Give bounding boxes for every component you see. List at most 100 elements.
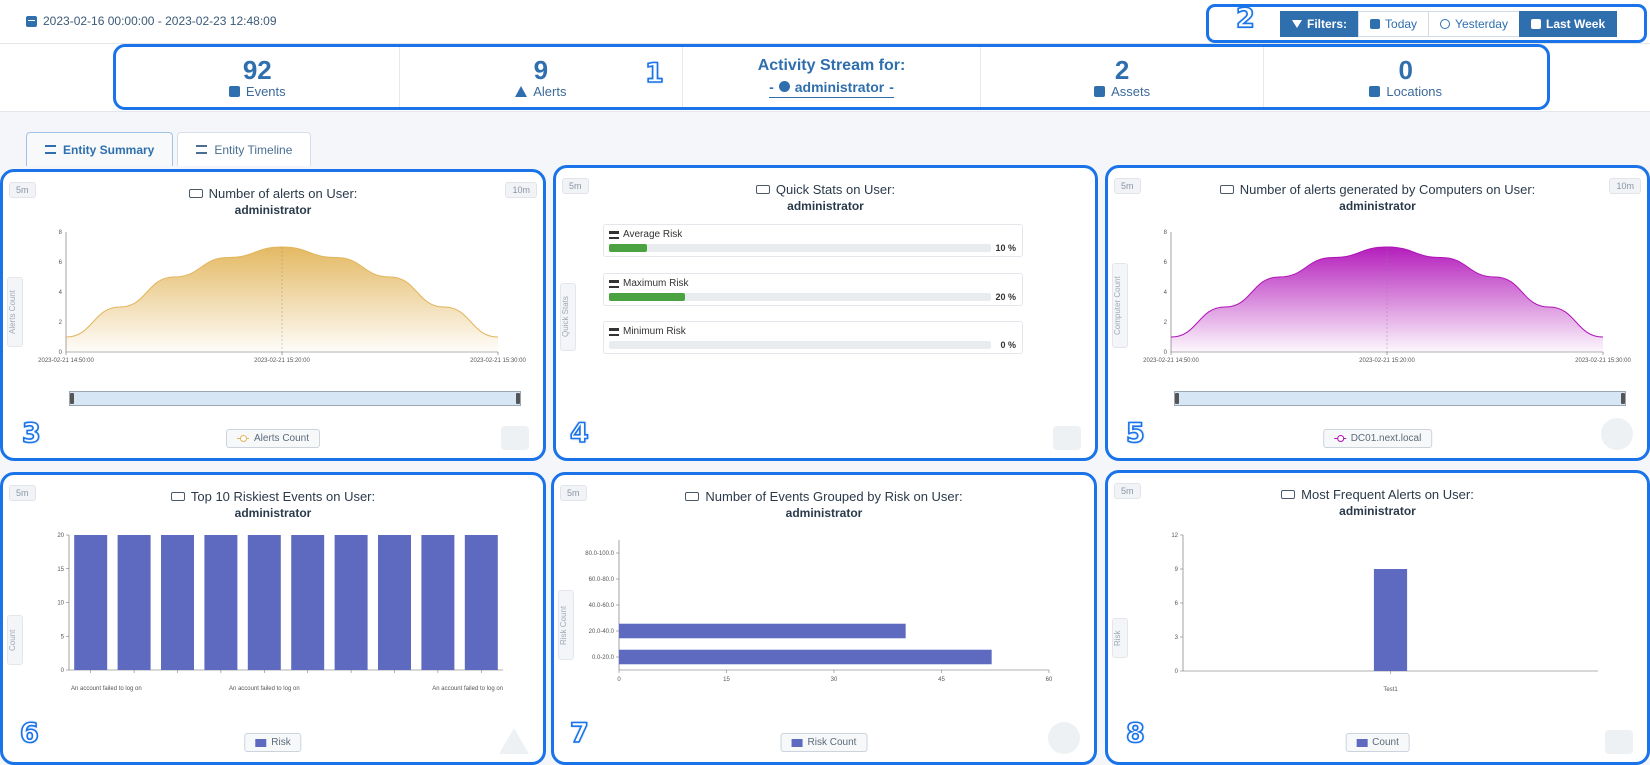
- riskiest-events-bar-chart: 0 5 10 15 20 An account failed to log on An ac…: [57, 533, 503, 692]
- alerts-area-chart: 0 2 4 6 8 2023-02-21 14:50:00 2023-02-21 15:20…: [38, 230, 526, 364]
- panel-frequent-alerts: 5m Most Frequent Alerts on User: adminis…: [1105, 470, 1650, 765]
- x-tick-label: An account failed to log on: [432, 686, 503, 692]
- y-tick-label: 0.0-20.0: [592, 655, 615, 661]
- stat-locations[interactable]: 0 Locations: [1264, 47, 1547, 107]
- risk-value: 10 %: [995, 243, 1016, 253]
- chart-icon: [170, 492, 185, 502]
- interval-5m-button[interactable]: 5m: [9, 182, 36, 198]
- chart-legend[interactable]: Alerts Count: [225, 429, 321, 448]
- interval-5m-button[interactable]: 5m: [1114, 483, 1141, 499]
- interval-10m-button[interactable]: 10m: [505, 182, 537, 198]
- tab-entity-timeline[interactable]: Entity Timeline: [177, 132, 312, 166]
- tab-entity-summary-label: Entity Summary: [63, 142, 155, 157]
- interval-5m-button[interactable]: 5m: [1114, 178, 1141, 194]
- y-tick-label: 9: [1175, 567, 1179, 573]
- chart-icon: [685, 492, 700, 502]
- chart-icon: [1281, 490, 1296, 500]
- side-axis-tab[interactable]: Quick Stats: [560, 283, 576, 351]
- bar: [619, 649, 992, 665]
- badge-3: 3: [21, 417, 41, 450]
- server-icon: [609, 230, 619, 239]
- stat-assets[interactable]: 2 Assets: [981, 47, 1265, 107]
- y-tick-label: 8: [1164, 230, 1168, 236]
- y-tick-label: 0: [61, 668, 65, 674]
- badge-6: 6: [19, 717, 39, 750]
- chart-legend[interactable]: DC01.next.local: [1322, 429, 1433, 448]
- interval-10m-button[interactable]: 10m: [1609, 178, 1641, 194]
- y-tick-label: 20: [57, 533, 64, 539]
- legend-label: Count: [1372, 737, 1399, 748]
- panel-title-text: Number of Events Grouped by Risk on User…: [705, 489, 963, 504]
- side-axis-tab[interactable]: Alerts Count: [7, 277, 23, 347]
- legend-swatch: [1356, 738, 1368, 747]
- chart-zoom-scrollbar[interactable]: [1174, 391, 1626, 406]
- calendar-icon: [228, 85, 240, 97]
- chart-legend[interactable]: Risk Count: [780, 733, 868, 752]
- bar: [117, 535, 151, 670]
- stat-alerts[interactable]: 9 Alerts: [400, 47, 684, 107]
- panel-subtitle: administrator: [1339, 199, 1416, 213]
- chart-legend[interactable]: Risk: [244, 733, 302, 752]
- risk-bar: [609, 293, 991, 301]
- legend-label: Risk: [271, 737, 291, 748]
- activity-user-name: administrator: [794, 78, 885, 95]
- chart-icon: [1219, 185, 1234, 195]
- risk-bar: [609, 341, 991, 349]
- y-tick-label: 6: [59, 260, 63, 266]
- badge-7: 7: [569, 717, 589, 750]
- interval-5m-button[interactable]: 5m: [9, 485, 36, 501]
- x-tick-label: 2023-02-21 15:20:00: [1359, 358, 1415, 364]
- tab-entity-summary[interactable]: Entity Summary: [26, 132, 174, 166]
- panel-subtitle: administrator: [787, 199, 864, 213]
- side-axis-tab[interactable]: Computer Count: [1112, 263, 1128, 348]
- panel-alerts-by-computers: 5m 10m Number of alerts generated by Com…: [1105, 165, 1650, 461]
- badge-2: 2: [1235, 2, 1255, 35]
- legend-line-icon: [236, 435, 249, 442]
- stats-bar: 92 Events 9 Alerts Activity Stream for: …: [113, 44, 1550, 110]
- panel-riskiest-events: 5m Top 10 Riskiest Events on User: admin…: [0, 472, 546, 765]
- y-tick-label: 2: [59, 320, 63, 326]
- y-tick-label: 0: [1164, 350, 1168, 356]
- risk-value: 0 %: [1000, 340, 1016, 350]
- assets-label: Assets: [1111, 83, 1151, 99]
- activity-user[interactable]: - administrator -: [769, 79, 894, 98]
- alert-circle-watermark-icon: [1048, 722, 1080, 754]
- interval-5m-button[interactable]: 5m: [560, 485, 587, 501]
- x-tick-label: 60: [1046, 677, 1053, 683]
- last-week-button[interactable]: Last Week: [1518, 10, 1618, 37]
- filters-button[interactable]: Filters:: [1280, 10, 1360, 37]
- panel-title-text: Top 10 Riskiest Events on User:: [190, 489, 376, 504]
- yesterday-button[interactable]: Yesterday: [1428, 10, 1520, 37]
- risk-bar: [609, 244, 991, 252]
- bar: [464, 535, 498, 670]
- risk-value: 20 %: [995, 292, 1016, 302]
- side-axis-tab[interactable]: Risk Count: [558, 590, 574, 660]
- x-tick-label: 0: [617, 677, 621, 683]
- legend-swatch: [255, 738, 267, 747]
- today-button[interactable]: Today: [1358, 10, 1430, 37]
- warning-watermark-icon: [499, 728, 529, 754]
- calendar-icon: [1370, 18, 1381, 29]
- panel-title: Quick Stats on User: administrator: [556, 182, 1095, 213]
- x-tick-label: 2023-02-21 14:50:00: [38, 358, 94, 364]
- legend-label: Alerts Count: [253, 433, 310, 444]
- y-tick-label: 10: [57, 601, 64, 607]
- panel-alerts-on-user: 5m 10m Number of alerts on User: adminis…: [0, 169, 546, 461]
- alert-watermark-icon: [1605, 730, 1633, 754]
- alert-watermark-icon: [501, 426, 529, 450]
- y-tick-label: 80.0-100.0: [585, 551, 614, 557]
- interval-5m-button[interactable]: 5m: [562, 178, 589, 194]
- side-axis-tab[interactable]: Count: [7, 615, 23, 665]
- stat-events[interactable]: 92 Events: [116, 47, 400, 107]
- x-tick-label: 2023-02-21 15:20:00: [254, 358, 310, 364]
- panel-title: Most Frequent Alerts on User: administra…: [1108, 487, 1647, 518]
- funnel-icon: [1292, 19, 1302, 28]
- x-tick-label: 30: [831, 677, 838, 683]
- chart-zoom-scrollbar[interactable]: [69, 391, 521, 406]
- x-tick-label: Test1: [1383, 687, 1398, 693]
- chart-legend[interactable]: Count: [1345, 733, 1410, 752]
- side-axis-tab[interactable]: Risk: [1112, 618, 1128, 658]
- x-tick-label: 2023-02-21 15:30:00: [1575, 358, 1631, 364]
- risk-row-maximum: Maximum Risk 20 %: [603, 273, 1023, 306]
- panel-title: Number of Events Grouped by Risk on User…: [554, 489, 1094, 520]
